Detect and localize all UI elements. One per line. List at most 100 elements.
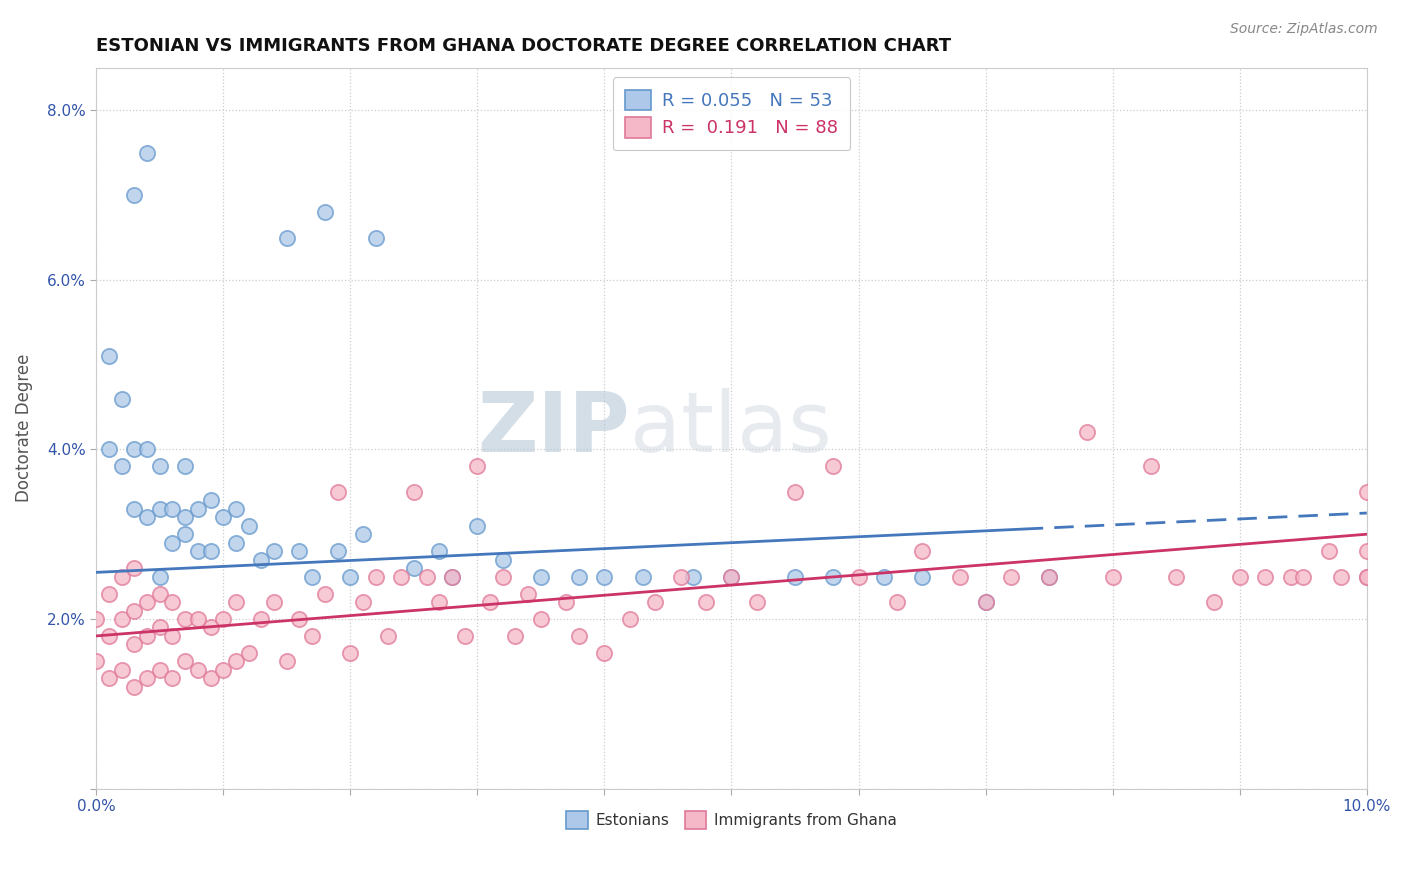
Point — [389, 569, 412, 583]
Point — [200, 671, 222, 685]
Point — [886, 595, 908, 609]
Text: ZIP: ZIP — [478, 388, 630, 469]
Text: atlas: atlas — [630, 388, 831, 469]
Point — [1254, 569, 1277, 583]
Point — [187, 612, 209, 626]
Point — [136, 510, 159, 524]
Point — [200, 544, 222, 558]
Point — [326, 544, 349, 558]
Point — [568, 629, 591, 643]
Point — [1038, 569, 1060, 583]
Point — [110, 612, 132, 626]
Point — [682, 569, 704, 583]
Point — [1076, 425, 1098, 440]
Point — [555, 595, 578, 609]
Point — [263, 544, 285, 558]
Point — [974, 595, 997, 609]
Point — [402, 561, 425, 575]
Point — [1330, 569, 1353, 583]
Point — [124, 680, 146, 694]
Point — [149, 569, 172, 583]
Point — [530, 569, 553, 583]
Point — [124, 188, 146, 202]
Point — [301, 629, 323, 643]
Point — [174, 612, 197, 626]
Point — [288, 544, 311, 558]
Point — [745, 595, 768, 609]
Point — [149, 663, 172, 677]
Point — [149, 620, 172, 634]
Point — [84, 654, 107, 668]
Point — [124, 561, 146, 575]
Point — [97, 671, 120, 685]
Point — [187, 501, 209, 516]
Point — [352, 595, 374, 609]
Point — [568, 569, 591, 583]
Point — [314, 205, 336, 219]
Point — [149, 459, 172, 474]
Point — [136, 629, 159, 643]
Y-axis label: Doctorate Degree: Doctorate Degree — [15, 354, 32, 502]
Point — [124, 442, 146, 457]
Point — [619, 612, 641, 626]
Point — [124, 637, 146, 651]
Point — [631, 569, 654, 583]
Point — [873, 569, 896, 583]
Point — [174, 510, 197, 524]
Point — [427, 595, 450, 609]
Point — [1355, 544, 1378, 558]
Point — [238, 646, 260, 660]
Point — [1101, 569, 1123, 583]
Point — [162, 629, 184, 643]
Point — [479, 595, 502, 609]
Point — [174, 654, 197, 668]
Point — [225, 535, 247, 549]
Point — [848, 569, 870, 583]
Point — [97, 629, 120, 643]
Point — [124, 501, 146, 516]
Point — [823, 569, 845, 583]
Point — [326, 484, 349, 499]
Point — [1139, 459, 1161, 474]
Point — [200, 620, 222, 634]
Point — [212, 510, 235, 524]
Point — [1000, 569, 1022, 583]
Point — [377, 629, 399, 643]
Point — [250, 612, 273, 626]
Point — [136, 442, 159, 457]
Point — [1317, 544, 1340, 558]
Point — [149, 501, 172, 516]
Point — [911, 544, 934, 558]
Point — [1279, 569, 1302, 583]
Point — [695, 595, 717, 609]
Point — [238, 518, 260, 533]
Point — [492, 569, 515, 583]
Point — [339, 569, 361, 583]
Point — [288, 612, 311, 626]
Point — [124, 603, 146, 617]
Text: ESTONIAN VS IMMIGRANTS FROM GHANA DOCTORATE DEGREE CORRELATION CHART: ESTONIAN VS IMMIGRANTS FROM GHANA DOCTOR… — [96, 37, 952, 55]
Point — [1038, 569, 1060, 583]
Point — [593, 646, 616, 660]
Point — [1355, 569, 1378, 583]
Point — [427, 544, 450, 558]
Point — [212, 612, 235, 626]
Point — [187, 663, 209, 677]
Point — [162, 671, 184, 685]
Point — [415, 569, 437, 583]
Point — [225, 595, 247, 609]
Point — [301, 569, 323, 583]
Point — [823, 459, 845, 474]
Point — [110, 569, 132, 583]
Point — [97, 349, 120, 363]
Point — [200, 493, 222, 508]
Point — [97, 586, 120, 600]
Point — [467, 518, 489, 533]
Point — [352, 527, 374, 541]
Point — [492, 552, 515, 566]
Legend: Estonians, Immigrants from Ghana: Estonians, Immigrants from Ghana — [561, 805, 903, 835]
Point — [440, 569, 463, 583]
Point — [110, 392, 132, 406]
Point — [263, 595, 285, 609]
Point — [1204, 595, 1226, 609]
